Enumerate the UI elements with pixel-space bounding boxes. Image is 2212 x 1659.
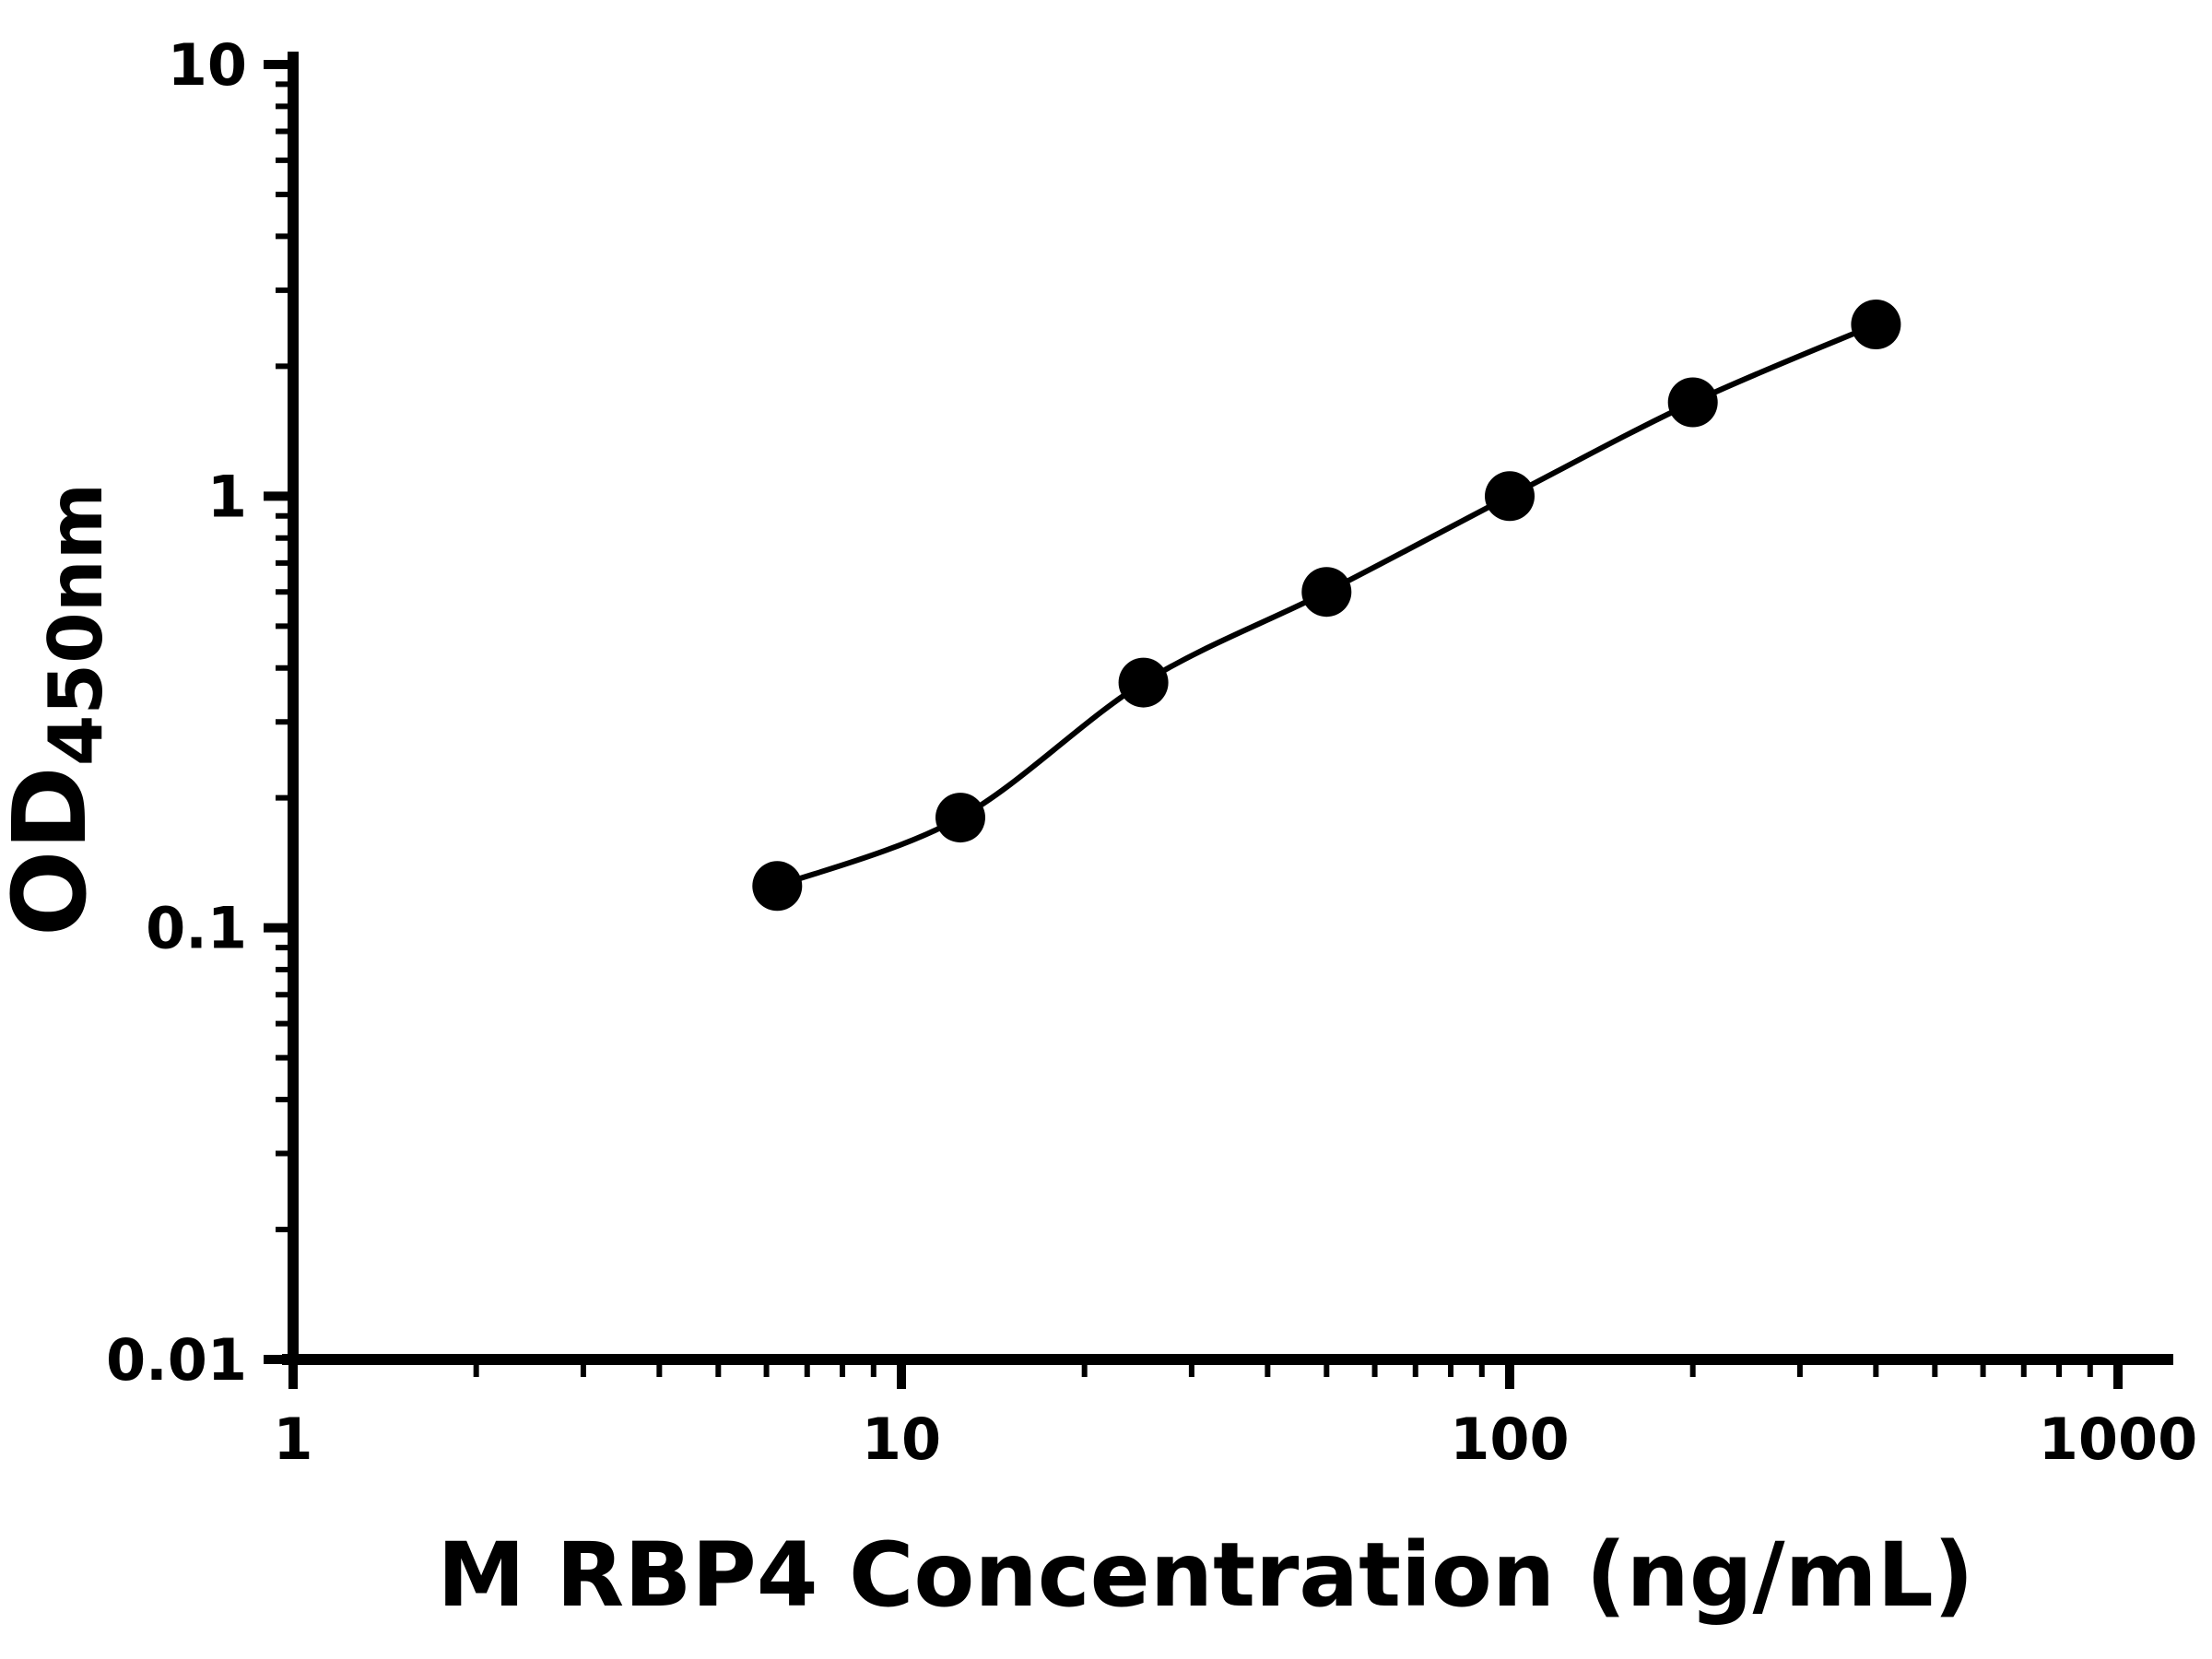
y-tick-label: 0.1 [146,895,247,962]
x-tick-label: 1000 [2039,1406,2198,1473]
data-points [752,300,1901,912]
axes [282,52,2173,1365]
y-tick-label: 1 [207,463,247,530]
y-axis-title-subscript: 450nm [33,483,119,766]
tick-labels: 1 10 100 1000 0.01 0.1 1 10 [106,31,2197,1473]
data-point [935,793,985,843]
x-tick-label: 1 [273,1406,312,1473]
y-axis-title: OD450nm [0,483,119,936]
y-axis-title-main: OD [0,766,109,936]
y-tick-label: 10 [168,31,247,99]
data-point [1301,567,1352,618]
data-point [1485,471,1535,522]
data-point [1118,657,1169,708]
data-point [1667,377,1718,428]
data-point [752,861,803,912]
data-point [1851,300,1901,349]
major-ticks [264,60,2123,1389]
y-tick-label: 0.01 [106,1326,247,1394]
x-axis-title: M RBP4 Concentration (ng/mL) [437,1524,1973,1627]
x-tick-label: 10 [862,1406,941,1473]
minor-ticks [276,81,2093,1377]
x-tick-label: 100 [1450,1406,1569,1473]
